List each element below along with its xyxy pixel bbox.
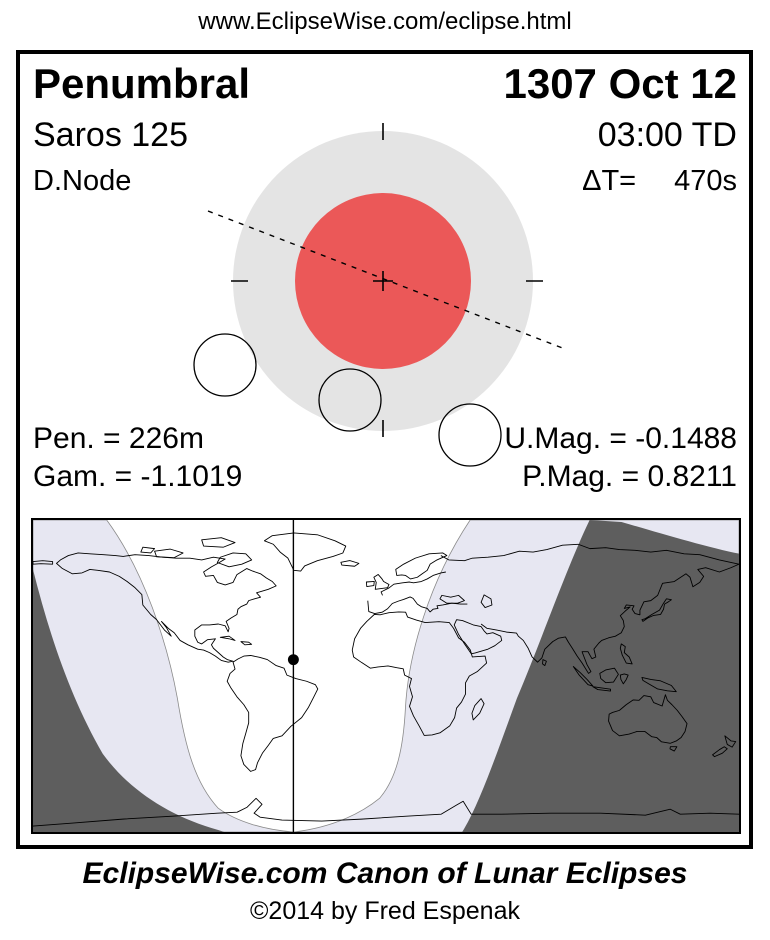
coastline <box>380 571 446 596</box>
eclipse-geometry-diagram <box>193 123 566 467</box>
footer-title: EclipseWise.com Canon of Lunar Eclipses <box>82 857 688 890</box>
moon-position-circle <box>318 368 382 432</box>
coastline <box>226 655 319 772</box>
coastline <box>641 598 672 622</box>
coastline <box>619 643 633 665</box>
coastline <box>219 635 236 641</box>
moon-positions <box>193 333 502 467</box>
moon-position-circle <box>193 333 257 397</box>
coastline <box>592 686 611 692</box>
coastlines <box>33 532 739 772</box>
coastline <box>263 532 347 572</box>
coastline <box>365 580 375 588</box>
stat-penumbral-magnitude: P.Mag. = 0.8211 <box>522 460 737 493</box>
coastline <box>240 641 253 646</box>
antarctica-coastline <box>33 797 739 827</box>
map-zone-no-eclipse-west <box>33 569 225 832</box>
coastline <box>669 746 678 752</box>
site-url: www.EclipseWise.com/eclipse.html <box>198 8 572 35</box>
coastline <box>599 667 619 684</box>
delta-t-label: ΔT= <box>582 165 637 197</box>
coastline <box>453 619 503 655</box>
coastline <box>154 548 184 559</box>
delta-t-value: 470s <box>674 165 737 197</box>
center-cross <box>373 271 393 291</box>
coastline <box>619 673 629 685</box>
zenith-point <box>287 654 299 666</box>
cardinal-ticks <box>231 123 543 437</box>
stat-penumbral-duration: Pen. = 226m <box>33 422 204 455</box>
visibility-map-frame <box>31 518 741 834</box>
coastline <box>440 543 739 565</box>
coastline <box>367 596 468 615</box>
visibility-map <box>33 520 739 832</box>
coastline <box>641 676 677 693</box>
moon-position-circle <box>438 403 502 467</box>
coastline <box>201 537 236 548</box>
footer-copyright: ©2014 by Fred Espenak <box>250 897 520 925</box>
moon-path-line <box>207 210 566 350</box>
time-label: 03:00 TD <box>597 116 737 154</box>
coastline <box>608 694 688 744</box>
stat-umbral-magnitude: U.Mag. = -0.1488 <box>504 422 737 455</box>
stat-gamma: Gam. = -1.1019 <box>33 460 243 493</box>
coastline <box>471 698 485 721</box>
coastline <box>140 546 156 554</box>
eclipse-date: 1307 Oct 12 <box>503 60 737 107</box>
saros-label: Saros 125 <box>33 116 188 154</box>
eclipse-type-title: Penumbral <box>33 60 251 107</box>
coastline <box>542 659 547 667</box>
coastline <box>439 594 465 604</box>
coastline <box>480 594 493 609</box>
delta-t-row: ΔT= 470s <box>582 165 737 197</box>
coastline <box>373 574 390 590</box>
node-label: D.Node <box>33 165 132 197</box>
coastline <box>395 552 448 580</box>
coastline <box>724 735 737 748</box>
coastline <box>572 666 594 687</box>
coastline <box>216 552 253 568</box>
coastline <box>33 560 54 565</box>
coastline <box>351 611 488 736</box>
eclipse-card: Penumbral 1307 Oct 12 Saros 125 03:00 TD… <box>16 50 753 849</box>
coastline <box>712 746 728 758</box>
coastline <box>480 563 739 674</box>
coastline <box>340 560 360 567</box>
